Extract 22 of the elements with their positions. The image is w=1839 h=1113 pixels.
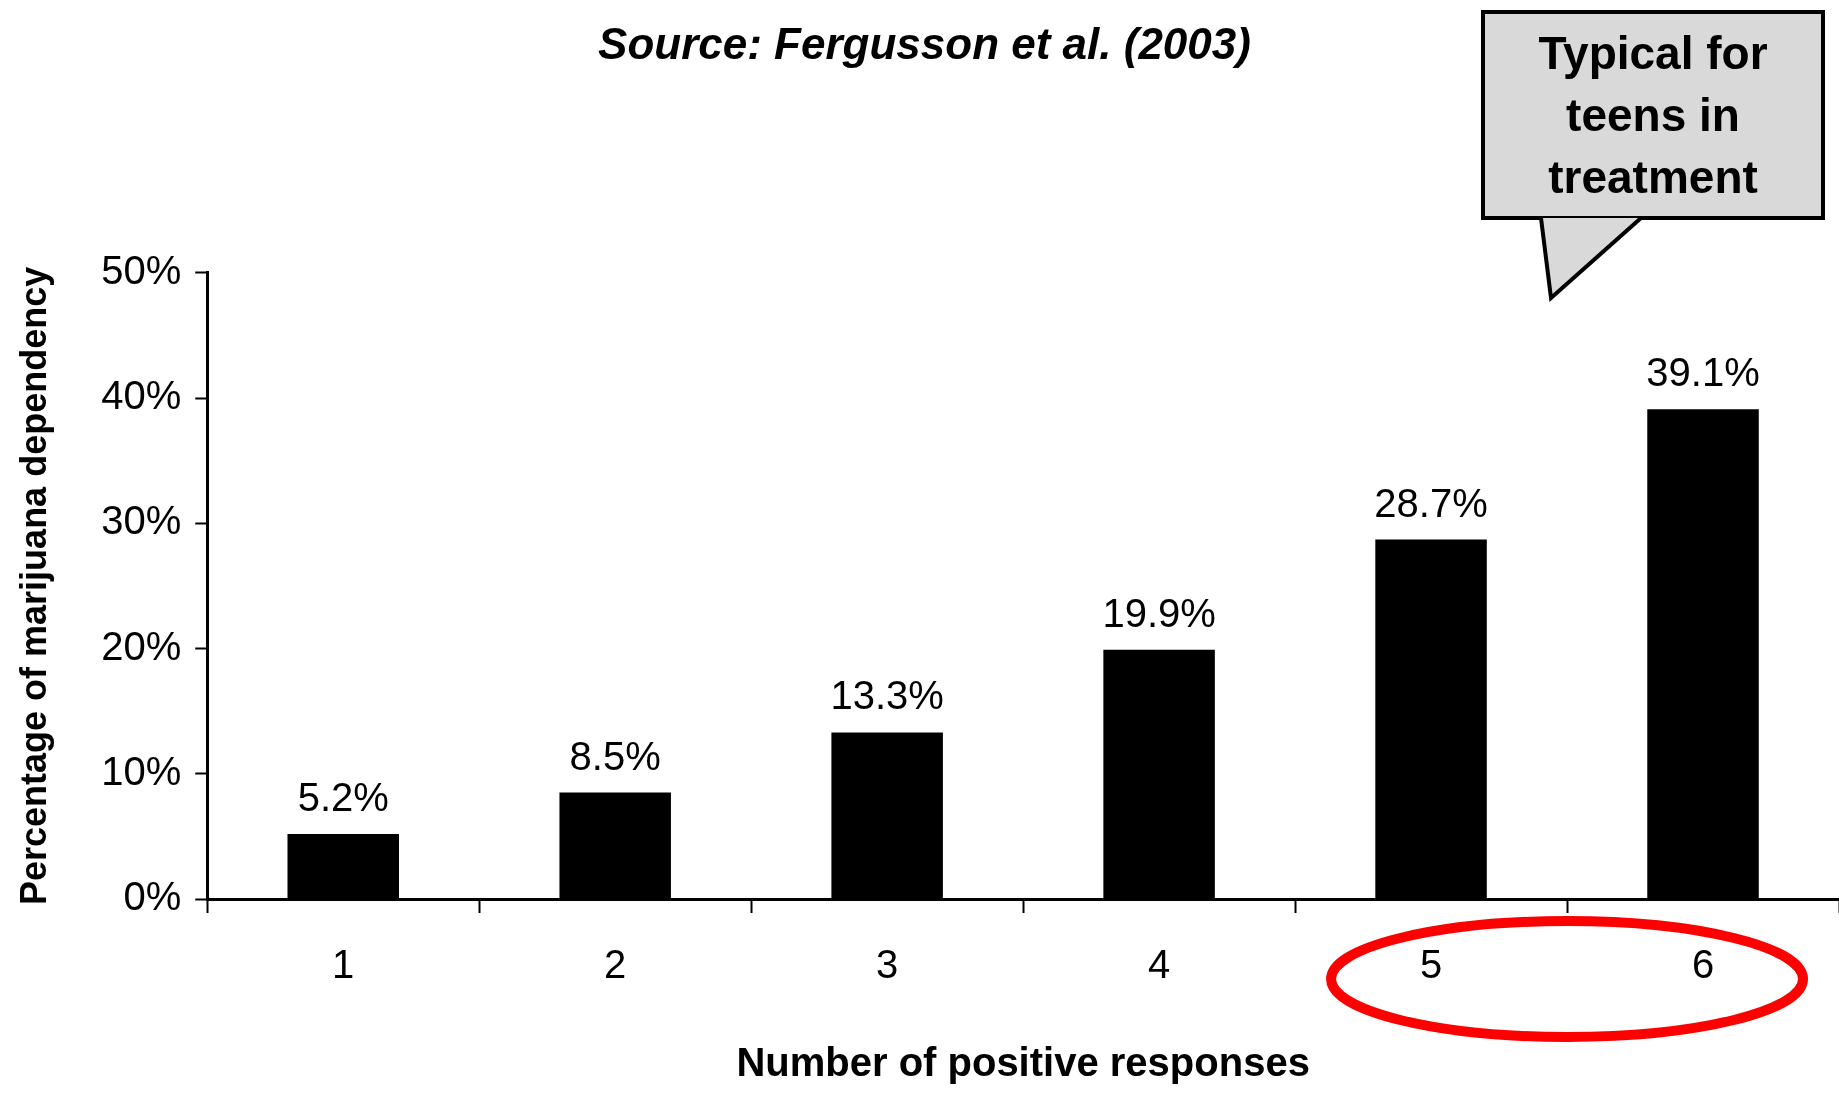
y-tick-label: 40% bbox=[101, 373, 182, 418]
x-tick-label: 6 bbox=[1691, 942, 1715, 987]
y-tick-label: 10% bbox=[101, 748, 182, 793]
y-tick-label: 20% bbox=[101, 623, 182, 668]
text: Typical for teens in treatment bbox=[1481, 10, 1825, 220]
data-label: 19.9% bbox=[1102, 590, 1216, 635]
data-label: 8.5% bbox=[569, 733, 661, 778]
x-tick-label: 5 bbox=[1419, 942, 1443, 987]
data-label: 39.1% bbox=[1646, 350, 1760, 395]
x-tick-label: 3 bbox=[876, 942, 899, 987]
y-tick-label: 50% bbox=[101, 247, 182, 292]
y-tick-label: 30% bbox=[101, 498, 182, 543]
data-label: 28.7% bbox=[1374, 480, 1488, 525]
x-axis-title: Number of positive responses bbox=[736, 1040, 1310, 1085]
data-label: 5.2% bbox=[297, 774, 389, 819]
y-tick-label: 0% bbox=[123, 874, 182, 919]
x-tick-label: 1 bbox=[332, 942, 355, 987]
x-tick-label: 4 bbox=[1147, 942, 1171, 987]
data-label: 13.3% bbox=[830, 673, 944, 718]
chart-title: Source: Fergusson et al. (2003) bbox=[598, 18, 1251, 68]
y-axis-title: Percentage of marijuana dependency bbox=[12, 266, 54, 906]
x-tick-label: 2 bbox=[604, 942, 627, 987]
